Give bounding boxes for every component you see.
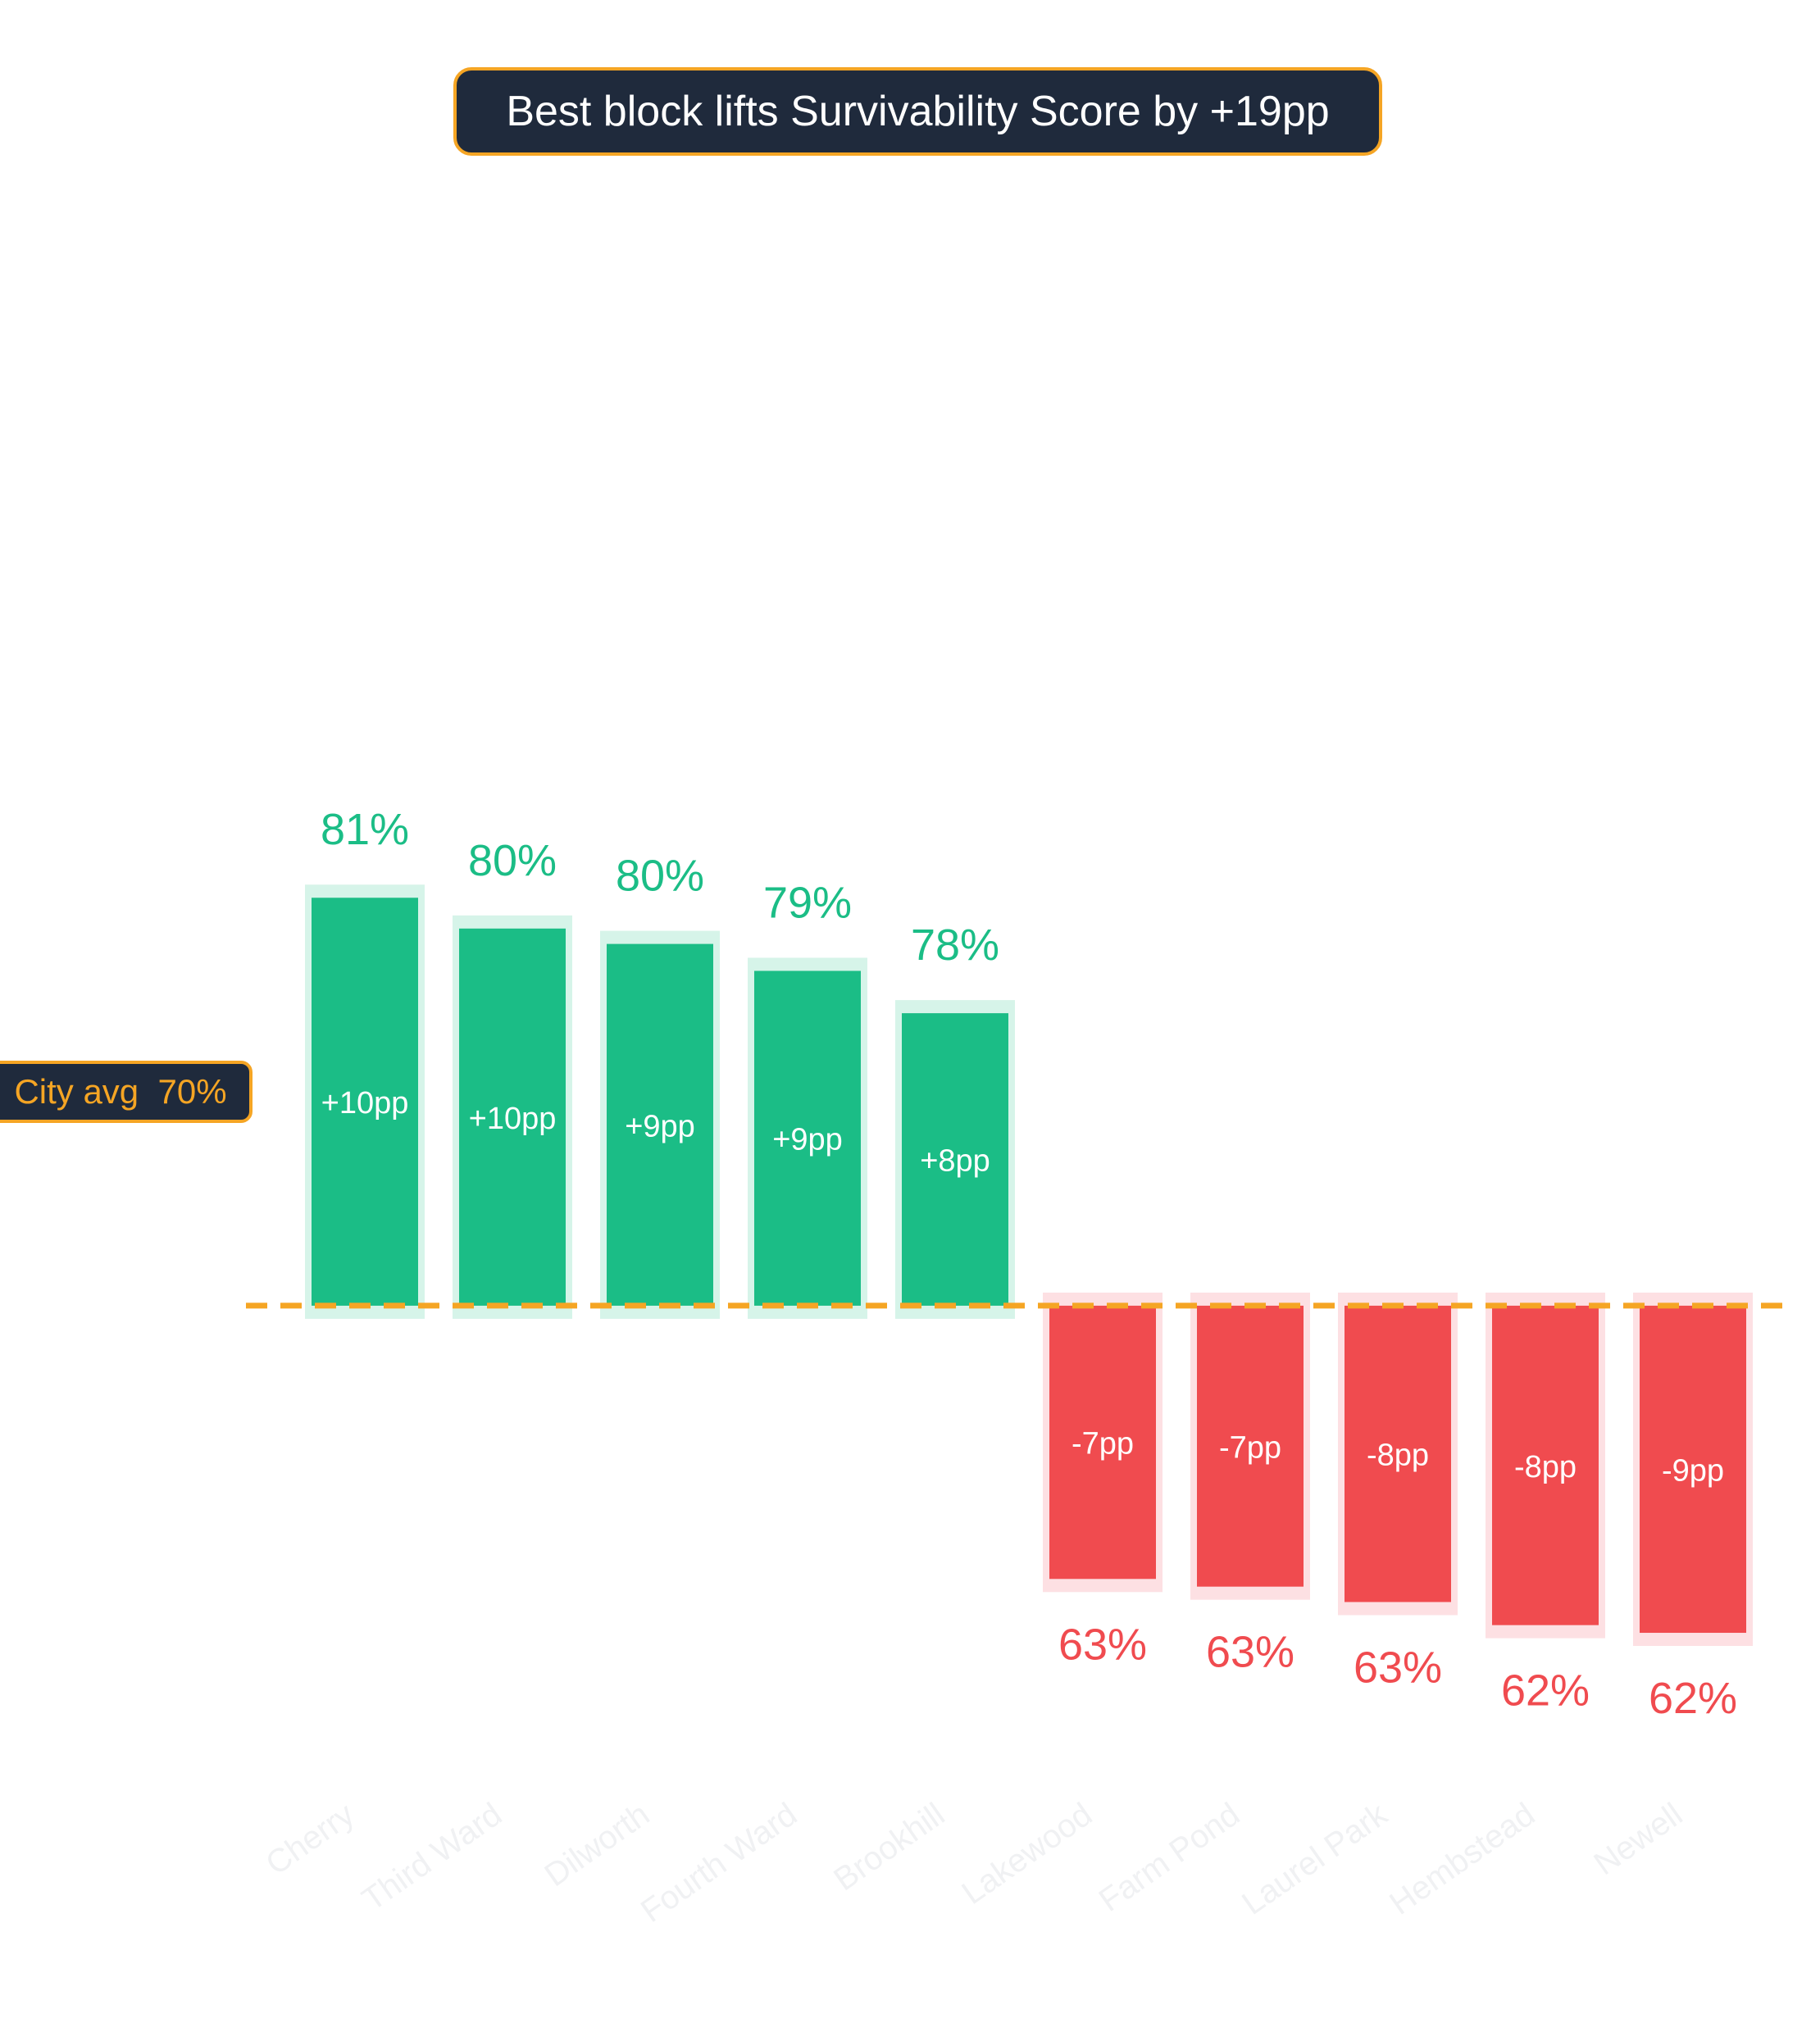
value-label: 79% <box>763 878 852 927</box>
category-label: Hembstead <box>1383 1796 1541 1921</box>
delta-labels: +10pp +10pp +9pp +9pp +8pp -7pp -7pp -8pp -8pp -9… <box>321 1086 1724 1488</box>
delta-label: -8pp <box>1367 1439 1429 1473</box>
category-label: Third Ward <box>356 1796 508 1918</box>
delta-label: +8pp <box>920 1144 990 1179</box>
bar <box>607 943 713 1306</box>
bar <box>1197 1305 1304 1587</box>
category-label: Fourth Ward <box>635 1796 803 1930</box>
delta-label: +9pp <box>625 1109 695 1143</box>
category-label: Cherry <box>260 1796 362 1882</box>
bar <box>902 1013 1008 1306</box>
value-label: 78% <box>911 920 999 970</box>
value-label: 63% <box>1058 1620 1147 1669</box>
bar <box>459 928 566 1306</box>
city-average-label: City avg 70% <box>0 1061 253 1123</box>
delta-label: +10pp <box>321 1086 409 1121</box>
delta-label: -8pp <box>1514 1450 1577 1484</box>
value-label: 63% <box>1206 1628 1294 1677</box>
bar <box>1345 1305 1451 1602</box>
category-label: Lakewood <box>956 1796 1099 1911</box>
chart-title: Best block lifts Survivability Score by … <box>453 67 1382 156</box>
delta-label: -9pp <box>1662 1453 1724 1488</box>
category-label: Brookhill <box>827 1796 951 1898</box>
value-label: 80% <box>616 852 704 901</box>
value-label: 80% <box>468 836 557 885</box>
bar <box>312 898 418 1306</box>
bar <box>1640 1305 1746 1634</box>
delta-label: +10pp <box>469 1102 557 1136</box>
delta-label: +9pp <box>772 1123 843 1157</box>
category-label: Laurel Park <box>1235 1796 1395 1922</box>
category-label: Dilworth <box>539 1796 657 1893</box>
bar <box>1492 1305 1599 1625</box>
delta-label: -7pp <box>1072 1427 1134 1461</box>
value-label: 81% <box>321 805 409 854</box>
bar <box>1049 1305 1156 1580</box>
value-label: 62% <box>1501 1666 1590 1716</box>
value-label: 63% <box>1354 1643 1442 1692</box>
category-label: Newell <box>1588 1796 1690 1882</box>
delta-label: -7pp <box>1219 1430 1281 1465</box>
value-labels: 81% 80% 80% 79% 78% 63% 63% 63% 62% 62% <box>321 805 1737 1723</box>
category-label: Farm Pond <box>1093 1796 1246 1919</box>
value-label: 62% <box>1649 1674 1737 1723</box>
bars <box>312 898 1746 1634</box>
bar <box>754 970 861 1306</box>
